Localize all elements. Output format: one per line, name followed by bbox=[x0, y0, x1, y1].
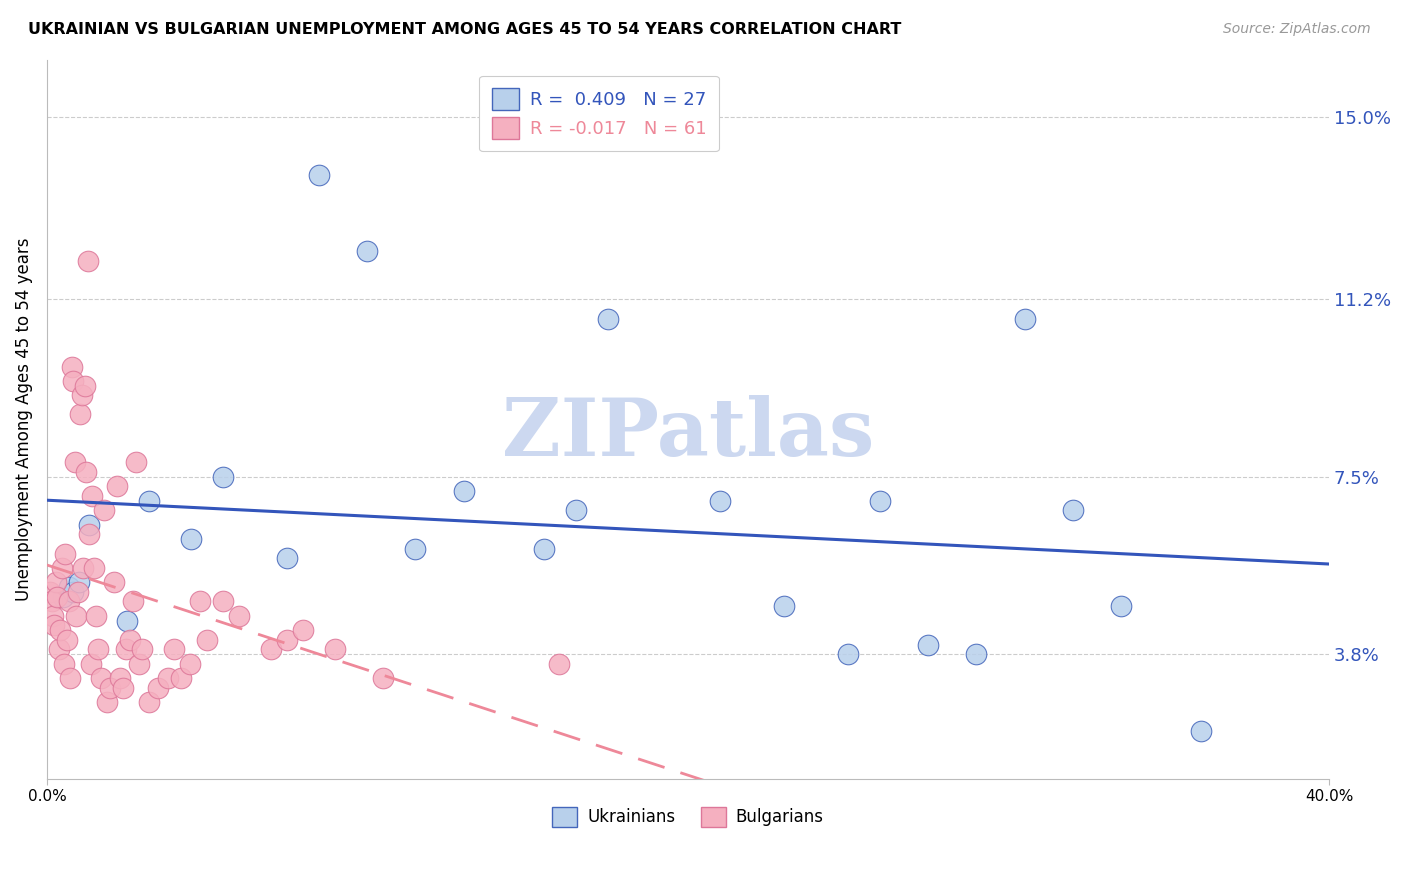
Point bbox=[195, 632, 218, 647]
Point bbox=[77, 527, 100, 541]
Point bbox=[548, 657, 571, 671]
Point bbox=[58, 580, 80, 594]
Point bbox=[52, 657, 75, 671]
Point bbox=[228, 608, 250, 623]
Point bbox=[138, 493, 160, 508]
Point bbox=[837, 647, 859, 661]
Point bbox=[1109, 599, 1132, 614]
Point bbox=[41, 594, 63, 608]
Point bbox=[453, 484, 475, 499]
Point bbox=[121, 594, 143, 608]
Point bbox=[49, 624, 72, 638]
Point bbox=[108, 671, 131, 685]
Point bbox=[323, 642, 346, 657]
Point bbox=[405, 541, 427, 556]
Point bbox=[276, 551, 298, 566]
Point bbox=[291, 624, 314, 638]
Point bbox=[98, 681, 121, 695]
Point bbox=[565, 503, 588, 517]
Point bbox=[148, 681, 170, 695]
Point bbox=[118, 632, 141, 647]
Point bbox=[131, 642, 153, 657]
Point bbox=[67, 575, 90, 590]
Point bbox=[212, 470, 235, 484]
Point bbox=[356, 244, 378, 259]
Point bbox=[308, 168, 330, 182]
Y-axis label: Unemployment Among Ages 45 to 54 years: Unemployment Among Ages 45 to 54 years bbox=[15, 237, 32, 601]
Point bbox=[179, 657, 201, 671]
Point bbox=[188, 594, 211, 608]
Point bbox=[83, 561, 105, 575]
Point bbox=[77, 517, 100, 532]
Text: UKRAINIAN VS BULGARIAN UNEMPLOYMENT AMONG AGES 45 TO 54 YEARS CORRELATION CHART: UKRAINIAN VS BULGARIAN UNEMPLOYMENT AMON… bbox=[28, 22, 901, 37]
Text: Source: ZipAtlas.com: Source: ZipAtlas.com bbox=[1223, 22, 1371, 37]
Point bbox=[96, 695, 118, 709]
Point bbox=[128, 657, 150, 671]
Point bbox=[75, 465, 97, 479]
Point bbox=[163, 642, 186, 657]
Point bbox=[55, 632, 77, 647]
Point bbox=[55, 547, 77, 561]
Point bbox=[180, 532, 202, 546]
Point bbox=[259, 642, 281, 657]
Point bbox=[125, 455, 148, 469]
Point bbox=[73, 378, 96, 392]
Point bbox=[59, 671, 82, 685]
Point bbox=[51, 561, 73, 575]
Point bbox=[170, 671, 193, 685]
Point bbox=[773, 599, 796, 614]
Point bbox=[52, 590, 75, 604]
Point bbox=[103, 575, 125, 590]
Point bbox=[86, 642, 108, 657]
Point bbox=[62, 585, 84, 599]
Point bbox=[69, 408, 91, 422]
Legend: Ukrainians, Bulgarians: Ukrainians, Bulgarians bbox=[544, 798, 832, 835]
Point bbox=[138, 695, 160, 709]
Point bbox=[80, 657, 103, 671]
Point bbox=[42, 618, 65, 632]
Point bbox=[46, 590, 69, 604]
Point bbox=[917, 638, 939, 652]
Point bbox=[82, 489, 104, 503]
Point bbox=[65, 608, 87, 623]
Point bbox=[48, 642, 70, 657]
Point bbox=[45, 575, 67, 590]
Point bbox=[115, 614, 138, 628]
Point bbox=[1014, 311, 1036, 326]
Point bbox=[965, 647, 987, 661]
Point bbox=[62, 374, 84, 388]
Point bbox=[84, 608, 107, 623]
Point bbox=[596, 311, 619, 326]
Point bbox=[371, 671, 394, 685]
Point bbox=[1062, 503, 1084, 517]
Point bbox=[709, 493, 731, 508]
Point bbox=[41, 608, 63, 623]
Text: ZIPatlas: ZIPatlas bbox=[502, 394, 875, 473]
Point bbox=[70, 388, 93, 402]
Point bbox=[77, 254, 100, 268]
Point bbox=[90, 671, 112, 685]
Point bbox=[63, 455, 86, 469]
Point bbox=[115, 642, 138, 657]
Point bbox=[93, 503, 115, 517]
Point bbox=[869, 493, 891, 508]
Point bbox=[60, 359, 83, 374]
Point bbox=[72, 561, 94, 575]
Point bbox=[105, 479, 128, 493]
Point bbox=[112, 681, 135, 695]
Point bbox=[58, 594, 80, 608]
Point bbox=[39, 585, 62, 599]
Point bbox=[533, 541, 555, 556]
Point bbox=[276, 632, 298, 647]
Point bbox=[67, 585, 90, 599]
Point bbox=[157, 671, 180, 685]
Point bbox=[211, 594, 233, 608]
Point bbox=[1189, 723, 1212, 738]
